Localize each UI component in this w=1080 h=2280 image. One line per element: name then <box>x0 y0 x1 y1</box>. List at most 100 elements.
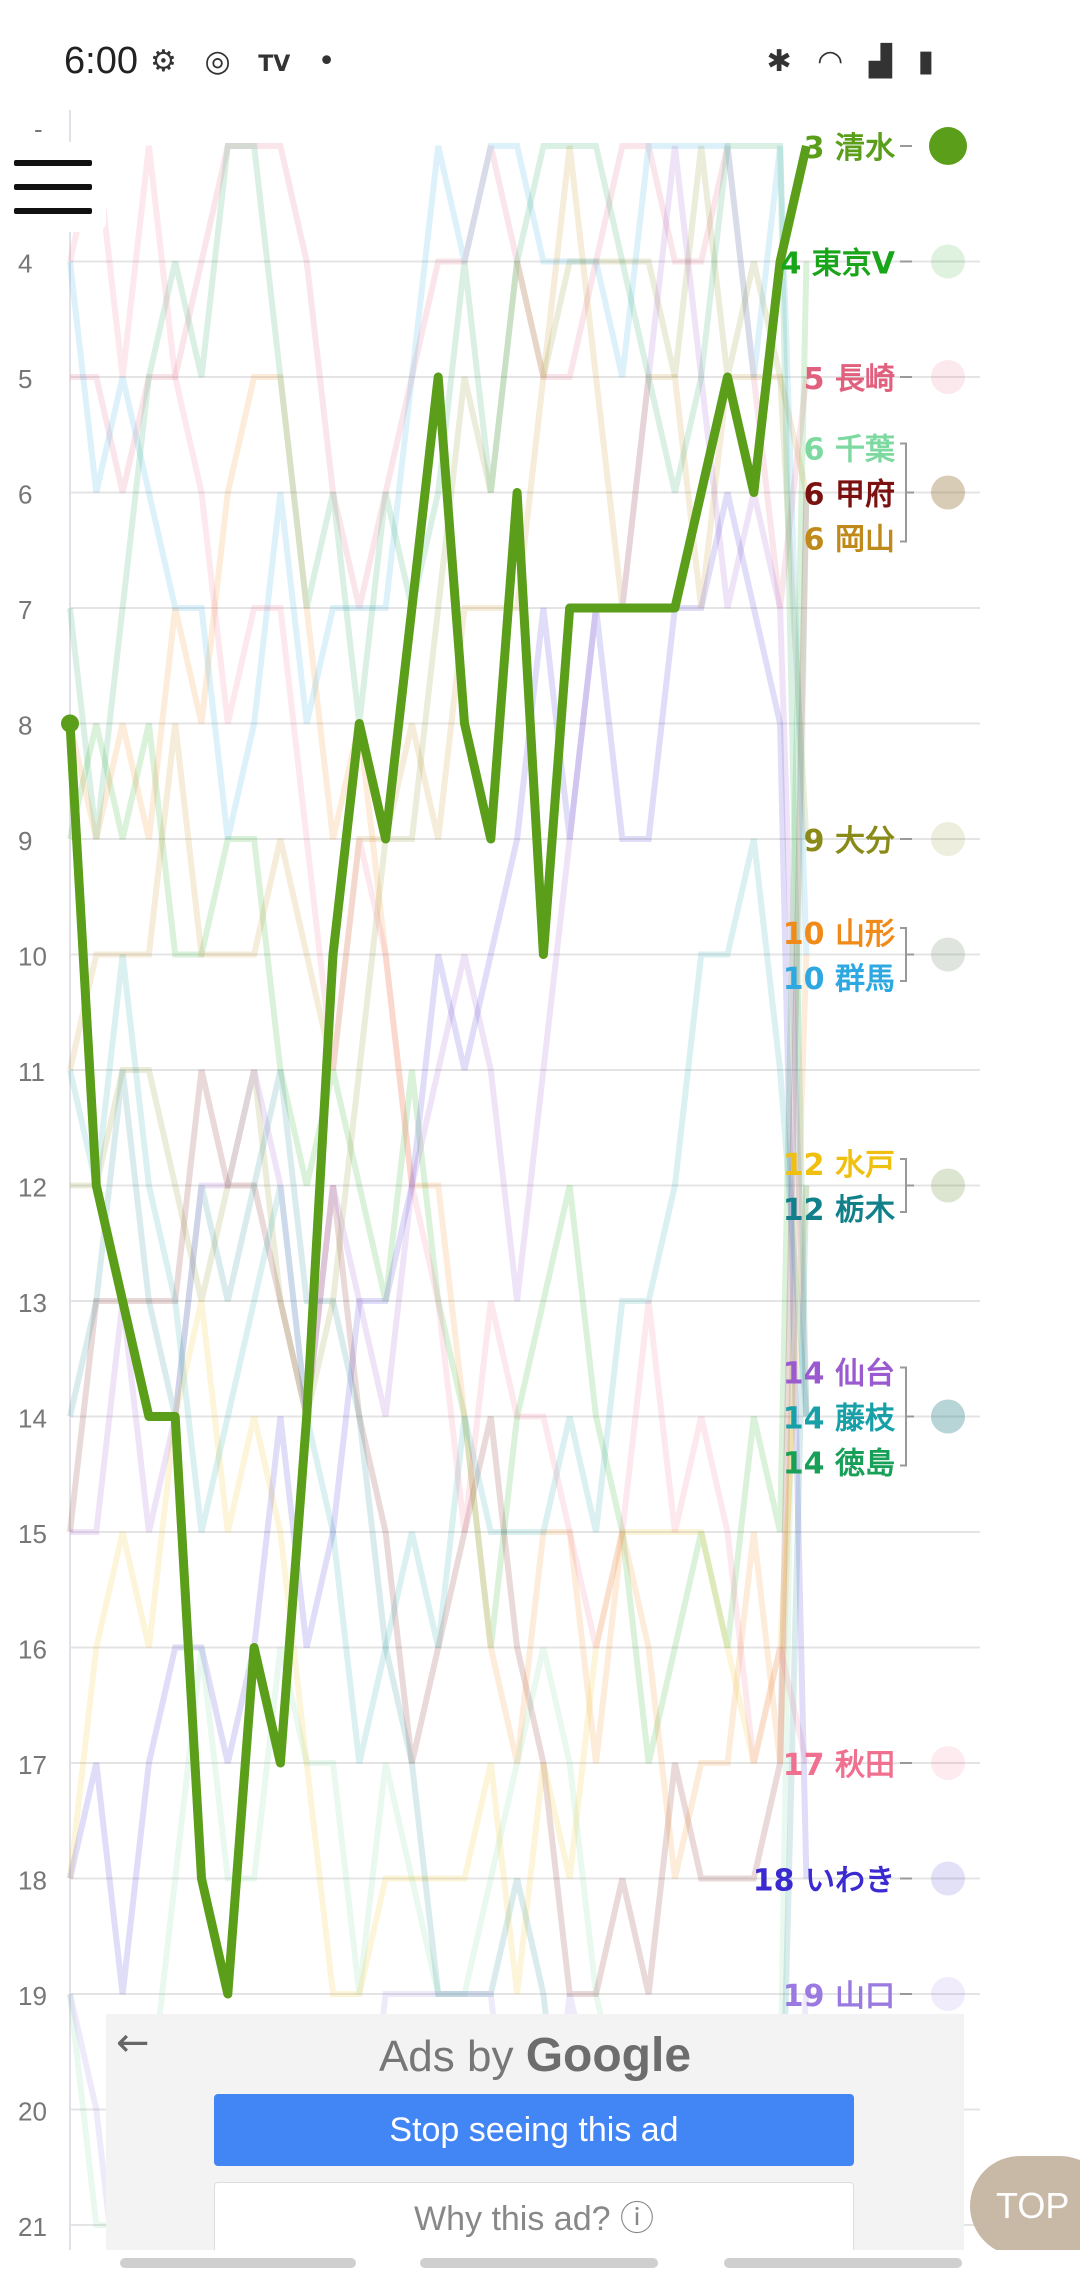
signal-icon: ▟ <box>868 44 892 79</box>
nav-pill <box>420 2258 658 2268</box>
series-end-dot <box>931 1168 965 1203</box>
stop-seeing-ad-button[interactable]: Stop seeing this ad <box>214 2094 854 2166</box>
series-line-山口 <box>67 1991 810 2250</box>
back-arrow-icon[interactable]: ← <box>116 2020 150 2066</box>
series-line-水戸 <box>67 1185 810 1997</box>
end-label: 10 山形 <box>783 917 895 952</box>
series-line-山形 <box>67 374 810 1880</box>
end-label: 6 甲府 <box>804 478 895 513</box>
why-this-ad-button[interactable]: Why this ad? ⓘ <box>214 2182 854 2256</box>
y-tick-label: 20 <box>18 2097 47 2127</box>
y-tick-label: 11 <box>18 1057 45 1087</box>
nav-pill <box>120 2258 356 2268</box>
status-bar: 6:00 ⚙ ◎ TV • ✱ ◠ ▟ ▮ <box>0 0 1080 110</box>
y-tick-label: 6 <box>18 480 32 510</box>
y-tick-label: 13 <box>18 1288 47 1318</box>
status-time: 6:00 <box>64 40 138 82</box>
nav-pill <box>724 2258 962 2268</box>
series-end-dot <box>931 1399 965 1434</box>
tver-icon: TV <box>258 52 291 77</box>
hamburger-menu-icon[interactable] <box>14 142 106 232</box>
ranking-chart: 4 5 6 7 8 9 10 11 12 13 14 15 16 17 18 19 20 21 - 3 清水 4 東京… <box>18 110 980 2250</box>
end-label: 14 徳島 <box>783 1447 895 1482</box>
dot-icon: • <box>317 44 336 79</box>
end-label: 6 千葉 <box>804 433 896 468</box>
end-labels: 3 清水 4 東京V 5 長崎 6 千葉 6 甲府 6 岡山 9 大分 10 山形 10 群馬 1… <box>753 131 912 2014</box>
end-label: 5 長崎 <box>804 362 895 397</box>
end-label: 9 大分 <box>804 824 895 859</box>
ad-title: Ads by Google <box>378 2029 692 2082</box>
series-line-甲府 <box>67 492 810 1997</box>
gear-icon: ⚙ <box>150 44 177 79</box>
navigation-bar <box>0 2250 1080 2280</box>
y-tick-label: 4 <box>18 249 32 279</box>
series-end-dot <box>931 475 965 510</box>
series-end-dot <box>931 1168 965 1203</box>
y-tick-label: 15 <box>18 1519 47 1549</box>
series-end-dot <box>931 1399 965 1434</box>
y-tick-label: 5 <box>18 364 32 394</box>
series-end-dot <box>931 822 965 856</box>
tie-brackets <box>900 442 914 1467</box>
y-tick-label: 17 <box>18 1750 47 1780</box>
series-end-dot <box>931 1977 965 2011</box>
series-line-仙台 <box>70 145 810 1535</box>
end-label: 12 栃木 <box>783 1193 895 1228</box>
tie-bracket <box>900 1158 914 1213</box>
series-end-dot <box>931 360 965 394</box>
highlight-line <box>65 145 811 1999</box>
y-tick-label: 16 <box>18 1635 47 1665</box>
end-label: 3 清水 <box>804 131 896 166</box>
end-label: 14 仙台 <box>783 1357 895 1392</box>
series-line-長崎 <box>70 143 810 609</box>
end-label: 17 秋田 <box>783 1748 895 1783</box>
series-end-dot <box>931 244 965 279</box>
status-icons-left: ⚙ ◎ TV • <box>150 44 353 79</box>
y-tick-label: 18 <box>18 1866 47 1896</box>
y-axis-ticks: 4 5 6 7 8 9 10 11 12 13 14 15 16 17 18 19 20 21 - <box>18 114 47 2242</box>
y-tick-label: 9 <box>18 826 32 856</box>
status-icons-right: ✱ ◠ ▟ ▮ <box>750 44 934 79</box>
highlight-end-dot <box>929 127 967 165</box>
end-label: 10 群馬 <box>783 962 895 997</box>
bluetooth-icon: ✱ <box>766 44 792 79</box>
series-end-dot <box>931 937 965 972</box>
series-line-岡山 <box>67 145 810 1071</box>
top-button[interactable]: TOP <box>970 2156 1080 2256</box>
tie-bracket <box>900 442 914 543</box>
end-label: 6 岡山 <box>804 523 895 558</box>
end-label: 12 水戸 <box>783 1148 895 1183</box>
series-line-東京V <box>67 261 810 1764</box>
series-line-大分 <box>70 145 810 1418</box>
series-end-dot <box>931 1399 965 1434</box>
series-end-dot <box>931 475 965 510</box>
y-tick-label: 10 <box>18 942 47 972</box>
tie-bracket <box>900 1366 914 1467</box>
ad-panel: ← Ads by Google Stop seeing this ad Why … <box>106 2014 964 2280</box>
y-tick-label: 14 <box>18 1404 47 1434</box>
end-label: 19 山口 <box>783 1979 895 2014</box>
series-line-秋田 <box>67 145 810 1764</box>
series-line-藤枝 <box>67 838 810 1764</box>
series-line-徳島 <box>67 143 810 1417</box>
battery-icon: ▮ <box>917 44 934 79</box>
series-line-栃木 <box>67 1069 810 2250</box>
series-end-dot <box>931 1746 965 1780</box>
wifi-icon: ◠ <box>817 44 844 79</box>
end-label: 4 東京V <box>780 247 895 282</box>
series-end-dot <box>931 475 965 510</box>
y-tick-label: 21 <box>18 2212 47 2242</box>
highlight-start-dot <box>61 714 79 733</box>
y-tick-label: 7 <box>18 595 32 625</box>
end-label: 14 藤枝 <box>783 1402 896 1437</box>
highlight-series <box>61 127 967 1999</box>
series-line-群馬 <box>67 143 810 955</box>
y-tick-label: 19 <box>18 1981 47 2011</box>
instagram-icon: ◎ <box>204 44 231 79</box>
y-tick-label: 12 <box>18 1173 47 1203</box>
series-end-dot <box>931 937 965 972</box>
y-tick-label: - <box>34 114 43 144</box>
series-end-dot <box>931 1861 965 1896</box>
y-tick-label: 8 <box>18 711 32 741</box>
end-label: 18 いわき <box>753 1864 895 1899</box>
